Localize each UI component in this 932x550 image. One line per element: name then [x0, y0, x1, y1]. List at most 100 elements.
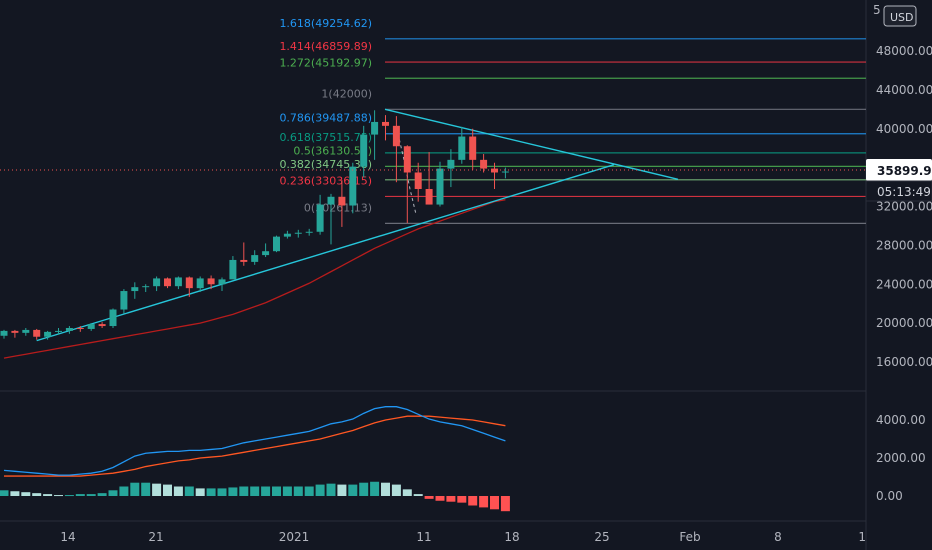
price-tick-label: 40000.00 [876, 122, 932, 136]
indicator-tick-label: 0.00 [876, 489, 903, 503]
candle-body [87, 324, 95, 329]
currency-button[interactable]: 5 USD [873, 3, 917, 27]
price-tick-label: 44000.00 [876, 83, 932, 97]
time-tick-label: 8 [774, 530, 782, 544]
candle-body [229, 259, 237, 280]
candle-body [76, 327, 84, 329]
fib-label: 1.272(45192.97) [279, 56, 372, 69]
fib-label: 1(42000) [321, 87, 372, 100]
candle-body [0, 330, 8, 336]
countdown: 05:13:49 [877, 185, 931, 199]
candle-body [425, 189, 433, 205]
macd-histogram-bar [293, 486, 303, 496]
fib-label: 0.382(34745.38) [279, 158, 372, 171]
candle-body [65, 327, 73, 331]
price-tick-label: 28000.00 [876, 238, 932, 252]
candle-body [382, 121, 389, 126]
indicator-tick-label: 4000.00 [876, 413, 926, 427]
macd-histogram-bar [86, 494, 96, 496]
macd-histogram-bar [217, 488, 227, 496]
macd-histogram-bar [10, 491, 20, 496]
macd-histogram-bar [97, 493, 107, 496]
triangle-support-line [36, 164, 615, 342]
macd-histogram-bar [173, 486, 183, 496]
price-tick-label: 24000.00 [876, 277, 932, 291]
macd-histogram-bar [32, 493, 42, 496]
macd-histogram-bar [381, 482, 390, 496]
candle-body [55, 330, 62, 332]
macd-histogram-bar [391, 484, 401, 496]
time-tick-label: 2021 [279, 530, 310, 544]
candle-body [33, 329, 41, 337]
price-axis[interactable]: 48000.0044000.0040000.0036000.0032000.00… [876, 44, 932, 369]
candle-body [491, 168, 498, 173]
candle-body [327, 196, 335, 205]
fib-label: 1.414(46859.89) [279, 40, 372, 53]
currency-label: USD [890, 11, 914, 24]
candle-body [207, 278, 215, 285]
macd-histogram-bar [435, 496, 445, 501]
macd-histogram-bar [130, 482, 140, 496]
macd-histogram-bar [446, 496, 456, 502]
macd-histogram-bar [315, 484, 325, 496]
candle-body [294, 232, 302, 234]
triangle-pattern[interactable] [36, 108, 679, 342]
candle-body [305, 231, 313, 233]
candle-body [109, 309, 117, 327]
fib-extension[interactable]: 1.618(49254.62) 1.414(46859.89) 1.272(4519… [279, 17, 866, 224]
candle-body [142, 286, 150, 288]
candle-body [185, 277, 193, 289]
candle-body [501, 171, 509, 173]
candle-body [251, 255, 259, 262]
macd-histogram-bar [0, 490, 9, 496]
macd-histogram-bar [64, 495, 74, 497]
macd-histogram-bar [413, 494, 423, 496]
macd-histogram-bar [108, 490, 118, 496]
macd-histogram-bar [239, 486, 249, 496]
macd-histogram-bar [490, 496, 499, 510]
candle-body [273, 236, 280, 252]
candles [0, 110, 509, 340]
candle-body [436, 168, 444, 205]
macd-histogram-bar [206, 488, 216, 496]
macd-histogram-bar [195, 488, 205, 496]
price-label: 35899.98 05:13:49 [865, 159, 932, 202]
candle-body [469, 136, 477, 160]
candle-body [480, 159, 488, 169]
macd-histogram-bar [424, 496, 434, 499]
candle-body [262, 251, 270, 256]
macd-histogram-bar [141, 482, 151, 496]
macd-histogram-bar [152, 483, 162, 496]
price-tick-label: 48000.00 [876, 44, 932, 58]
ma-line [3, 199, 506, 359]
price-axis-top-label: 5 [873, 3, 881, 17]
price-tick-label: 20000.00 [876, 316, 932, 330]
macd-histogram-bar [119, 486, 129, 496]
macd-histogram-bar [250, 486, 260, 496]
candle-body [164, 278, 171, 287]
candle-body [98, 324, 106, 327]
candle-body [196, 278, 204, 289]
macd-histogram-bar [402, 489, 412, 496]
macd-histogram-bar [75, 494, 85, 496]
candle-body [240, 259, 248, 262]
fib-label: 0.786(39487.88) [279, 112, 372, 125]
time-axis[interactable]: 14 21 2021 11 18 25 Feb 8 1 [60, 530, 866, 544]
macd-histogram-bar [43, 494, 53, 496]
macd-histogram-bar [304, 486, 314, 496]
candle-body [131, 287, 139, 292]
macd-histogram-bar [282, 486, 292, 496]
macd-histogram-bar [163, 484, 172, 496]
macd-histogram-bar [500, 496, 510, 512]
time-tick-label: 1 [858, 530, 866, 544]
fib-label: 1.618(49254.62) [279, 17, 372, 30]
candle-body [316, 204, 324, 232]
candle-body [414, 172, 422, 190]
macd-histogram-bar [228, 487, 238, 496]
macd-histogram-bar [370, 481, 380, 496]
candle-body [120, 291, 128, 310]
fib-anchor-path [397, 133, 417, 215]
price-value: 35899.98 [877, 164, 932, 178]
macd-line [3, 406, 506, 476]
